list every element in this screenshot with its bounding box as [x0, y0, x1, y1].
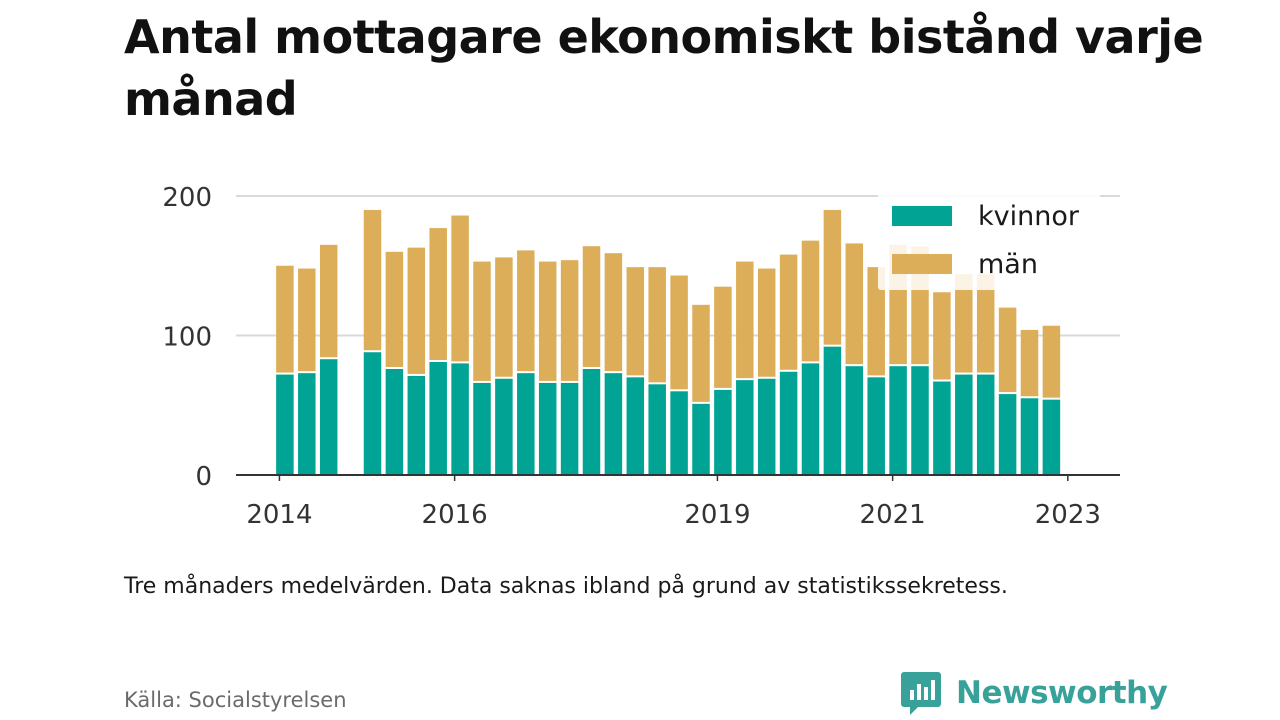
bar-man: [604, 253, 623, 372]
bar-man: [473, 261, 491, 381]
bar-kvinnor: [604, 373, 623, 475]
bar-man: [407, 247, 426, 374]
chart-title: Antal mottagare ekonomiskt bistånd varje…: [124, 10, 1204, 126]
bar-man: [714, 286, 732, 388]
bar-kvinnor: [670, 391, 688, 475]
bar-man: [757, 268, 776, 377]
bar-kvinnor: [451, 363, 469, 475]
bar-man: [779, 254, 798, 370]
chart-svg: 0 100 200 2014 2016 2019 2021 2023 kvinnor män: [162, 183, 1120, 530]
bar-kvinnor: [363, 352, 382, 475]
bar-kvinnor: [407, 375, 426, 475]
bar-kvinnor: [933, 381, 951, 475]
bar-kvinnor: [298, 373, 316, 475]
bar-man: [363, 209, 382, 351]
bar-kvinnor: [911, 366, 929, 475]
bar-kvinnor: [1020, 398, 1039, 475]
bar-kvinnor: [582, 368, 601, 475]
bar-kvinnor: [998, 394, 1017, 475]
bar-man: [648, 267, 666, 383]
bar-man: [495, 257, 513, 377]
bar-man: [298, 268, 316, 372]
bar-kvinnor: [976, 374, 995, 475]
bar-kvinnor: [714, 389, 732, 475]
bar-kvinnor: [517, 373, 535, 475]
bar-kvinnor: [955, 374, 973, 475]
bar-man: [823, 209, 842, 345]
bar-kvinnor: [757, 378, 776, 475]
brand-name: Newsworthy: [956, 675, 1168, 711]
axis-layer: 0 100 200 2014 2016 2019 2021 2023: [162, 183, 1120, 530]
chart-note: Tre månaders medelvärden. Data saknas ib…: [124, 574, 1008, 599]
bar-kvinnor: [560, 382, 579, 475]
bar-kvinnor: [736, 380, 754, 475]
x-tick-label-2023: 2023: [1035, 500, 1101, 530]
bar-man: [955, 274, 973, 373]
y-tick-label-100: 100: [162, 323, 212, 353]
bar-kvinnor: [867, 377, 885, 475]
legend: kvinnor män: [878, 190, 1100, 290]
bar-kvinnor: [823, 346, 842, 475]
legend-label-kvinnor: kvinnor: [978, 201, 1080, 232]
bar-kvinnor: [779, 371, 798, 475]
bar-kvinnor: [276, 374, 294, 475]
x-tick-label-2021: 2021: [860, 500, 926, 530]
bar-man: [976, 274, 995, 373]
bar-man: [319, 244, 338, 358]
x-tick-label-2014: 2014: [246, 500, 312, 530]
legend-swatch-kvinnor: [892, 206, 952, 226]
y-tick-label-0: 0: [195, 462, 212, 492]
bar-man: [998, 307, 1017, 393]
bar-man: [692, 304, 710, 402]
bar-man: [517, 250, 535, 372]
bar-kvinnor: [845, 366, 864, 475]
bar-man: [385, 251, 404, 367]
bars-layer: [276, 209, 1061, 475]
bar-man: [933, 292, 951, 380]
bar-kvinnor: [1042, 399, 1061, 475]
source-credit: Källa: Socialstyrelsen: [124, 688, 347, 712]
x-tick-label-2016: 2016: [422, 500, 488, 530]
bar-man: [429, 228, 447, 361]
bar-man: [801, 240, 820, 362]
bar-man: [845, 243, 864, 365]
bar-kvinnor: [801, 363, 820, 475]
bar-man: [276, 265, 294, 373]
bar-man: [560, 260, 579, 381]
bar-kvinnor: [648, 384, 666, 475]
bar-chart-speech-bubble-icon: [901, 672, 941, 715]
y-tick-label-200: 200: [162, 183, 212, 213]
bar-man: [626, 267, 645, 376]
bar-man: [451, 215, 469, 362]
bar-kvinnor: [626, 377, 645, 475]
legend-label-man: män: [978, 249, 1038, 280]
bar-kvinnor: [889, 366, 907, 475]
brand-logo: Newsworthy: [900, 668, 1168, 718]
bar-kvinnor: [692, 403, 710, 475]
bar-man: [1020, 329, 1039, 397]
bar-kvinnor: [429, 362, 447, 475]
bar-man: [538, 261, 557, 381]
bar-kvinnor: [385, 368, 404, 475]
legend-swatch-man: [892, 254, 952, 274]
bar-man: [867, 267, 885, 376]
bar-kvinnor: [319, 359, 338, 475]
bar-kvinnor: [495, 378, 513, 475]
bar-man: [736, 261, 754, 379]
bar-man: [582, 246, 601, 367]
bar-man: [670, 275, 688, 390]
bar-kvinnor: [538, 382, 557, 475]
x-tick-label-2019: 2019: [684, 500, 750, 530]
bar-man: [1042, 325, 1061, 398]
bar-kvinnor: [473, 382, 491, 475]
